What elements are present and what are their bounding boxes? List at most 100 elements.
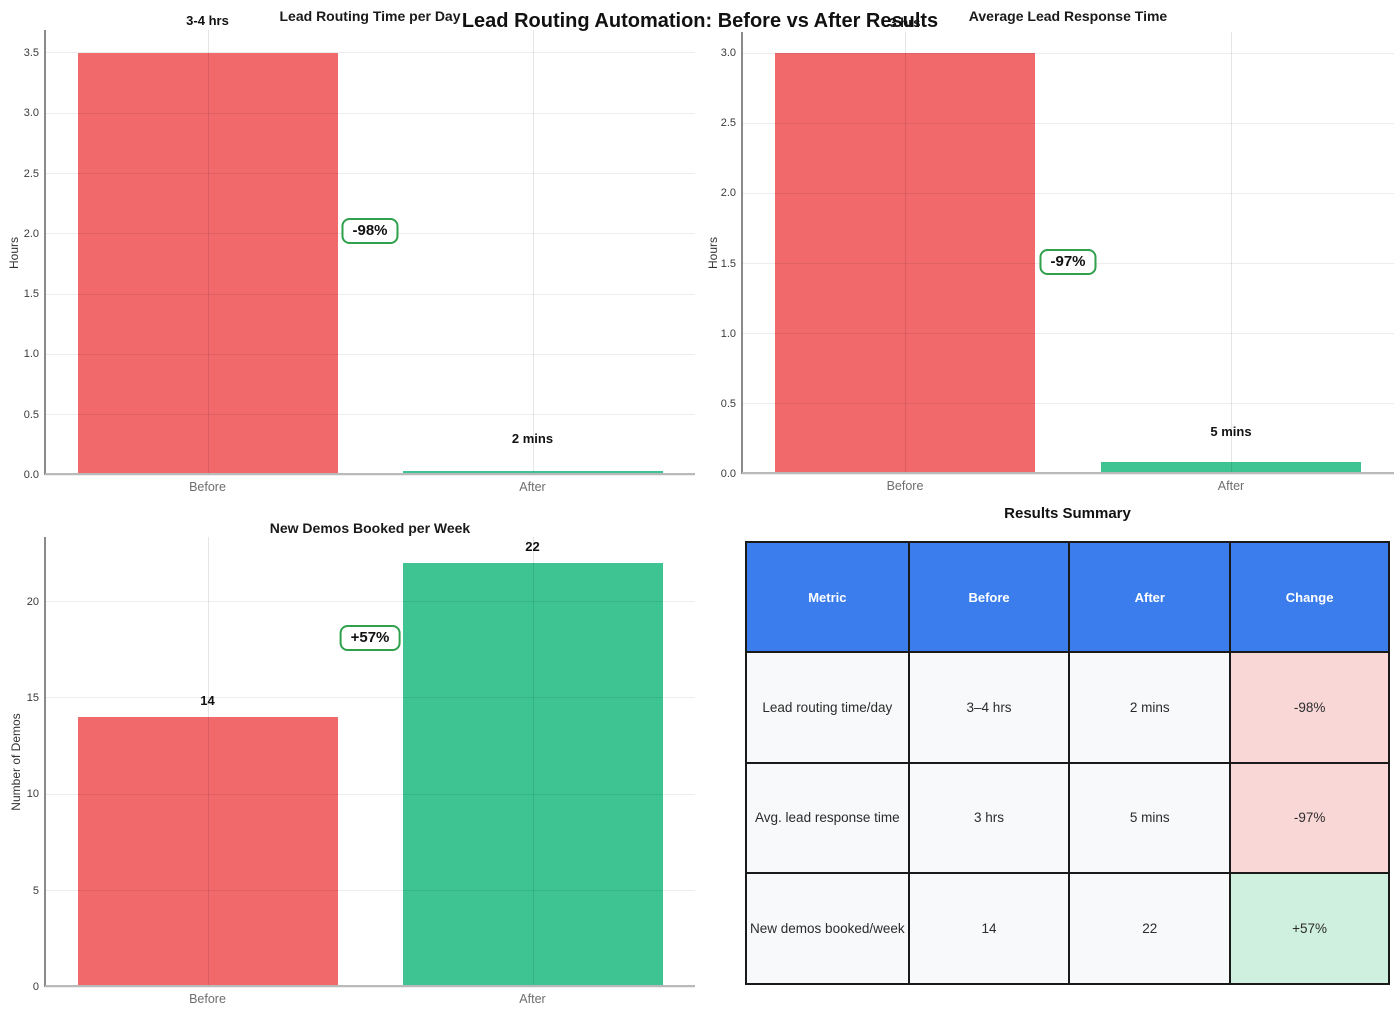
gridline-horizontal [742,192,1394,194]
table-header: Metric Before After Change [745,541,1390,653]
y-tick-label: 0 [32,981,39,993]
table-row: Avg. lead response time 3 hrs 5 mins -97% [745,761,1390,875]
bar-after [1100,462,1362,474]
table-header-cell-metric: Metric [745,541,910,653]
results-summary-table: Metric Before After Change Lead routing tim… [745,541,1390,985]
table-cell-change: +57% [1229,872,1390,985]
gridline-vertical [1231,32,1232,474]
y-tick-label: 2.0 [720,187,736,200]
gridline-vertical [207,30,209,475]
bar-before [774,53,1036,474]
y-tick-label: 0.5 [23,408,39,421]
bar-value-label: 14 [200,693,215,709]
y-axis-line [44,537,46,987]
x-tick-label: Before [189,480,226,494]
change-annotation: -97% [1039,248,1097,275]
y-axis-label: Number of Demos [9,713,23,811]
chart-lead-routing-time-per-day: Lead Routing Time per Day 3-4 hrs Before 2 … [0,0,700,505]
chart-average-lead-response-time: Average Lead Response Time 3 hrs Before 5 m… [700,0,1400,505]
gridline-horizontal [45,414,695,416]
gridline-horizontal [742,473,1394,475]
y-tick-label: 0.5 [720,397,736,410]
y-axis-line [741,32,743,474]
y-tick-label: 1.0 [23,348,39,361]
results-summary-panel: Results Summary Metric Before After Change … [700,505,1400,1012]
y-tick-label: 2.5 [720,117,736,130]
gridline-horizontal [742,52,1394,54]
change-annotation: +57% [339,624,401,651]
table-cell-change: -98% [1229,651,1390,764]
y-tick-label: 0.0 [23,469,39,481]
change-annotation: -98% [341,218,399,245]
gridline-horizontal [45,353,695,355]
chart-title: New Demos Booked per Week [269,520,471,536]
table-cell-metric: Avg. lead response time [745,761,910,875]
y-tick-label: 2.5 [23,167,39,180]
plot-area [741,32,1394,475]
gridline-horizontal [742,122,1394,124]
gridline-horizontal [45,112,695,114]
chart-title: Average Lead Response Time [968,8,1168,24]
results-summary-title: Results Summary [1004,505,1131,522]
gridline-vertical [207,537,209,987]
table-cell-after: 5 mins [1068,761,1232,875]
y-tick-label: 10 [26,788,39,801]
y-tick-label: 3.0 [23,107,39,120]
bar-value-label: 5 mins [1210,424,1252,440]
table-header-cell-after: After [1068,541,1232,653]
main-title: Lead Routing Automation: Before vs After… [461,10,939,32]
x-tick-label: Before [886,479,924,493]
gridline-vertical [532,537,534,987]
table-header-cell-before: Before [907,541,1071,653]
gridline-horizontal [45,793,695,795]
gridline-horizontal [45,52,695,54]
table-header-cell-change: Change [1229,541,1390,653]
y-tick-label: 15 [26,691,39,704]
gridline-horizontal [742,403,1394,405]
y-tick-label: 20 [26,595,39,608]
table-cell-after: 22 [1068,872,1232,985]
x-tick-label: After [1217,479,1245,493]
y-tick-label: 3.5 [23,46,39,59]
bar-value-label: 3-4 hrs [186,12,229,28]
gridline-vertical [905,32,906,474]
gridline-horizontal [45,890,695,892]
x-tick-label: Before [189,992,226,1006]
table-row: New demos booked/week 14 22 +57% [745,872,1390,985]
bar-value-label: 3 hrs [889,15,921,31]
x-axis-line [742,472,1394,474]
chart-new-demos-booked-per-week: New Demos Booked per Week 14 Before 22 After… [0,505,700,1012]
table-cell-metric: Lead routing time/day [745,651,910,764]
table-header-row: Metric Before After Change [745,541,1390,653]
y-tick-label: 3.0 [720,47,736,60]
y-tick-label: 1.0 [720,327,736,340]
table-cell-after: 2 mins [1068,651,1232,764]
gridline-horizontal [742,333,1394,335]
gridline-horizontal [45,697,695,699]
table-cell-change: -97% [1229,761,1390,875]
x-tick-label: After [519,480,546,494]
x-tick-label: After [519,992,546,1006]
gridline-horizontal [45,474,695,476]
bar-value-label: 2 mins [511,431,554,447]
y-tick-label: 1.5 [23,288,39,301]
plot-area [44,537,695,988]
table-cell-metric: New demos booked/week [745,872,910,985]
x-axis-line [45,985,695,987]
y-tick-label: 2.0 [23,227,39,240]
y-tick-label: 5 [32,884,39,897]
bar-value-label: 22 [525,539,540,555]
gridline-horizontal [45,293,695,295]
x-axis-line [45,473,695,475]
gridline-horizontal [45,601,695,603]
bar-before [77,52,338,475]
y-axis-line [44,30,46,475]
chart-title: Lead Routing Time per Day [279,8,461,24]
table-cell-before: 3 hrs [907,761,1071,875]
y-tick-label: 1.5 [720,257,736,270]
table-body: Lead routing time/day 3–4 hrs 2 mins -98% Av… [745,651,1390,985]
table-cell-before: 14 [907,872,1071,985]
y-axis-label: Hours [7,236,21,269]
gridline-vertical [532,30,534,475]
bar-before [77,717,338,987]
